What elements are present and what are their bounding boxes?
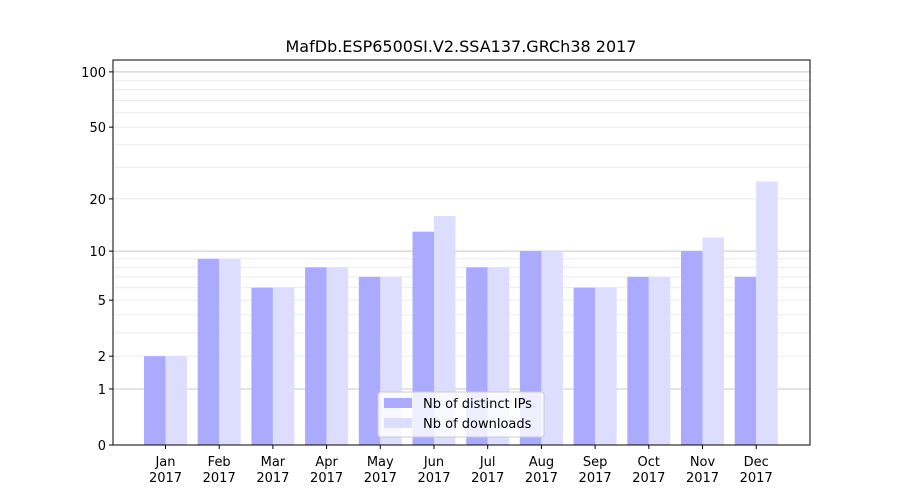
bar-downloads (326, 267, 349, 445)
x-tick-label: Jul 2017 (471, 455, 504, 486)
x-tick-label: Apr 2017 (310, 455, 343, 486)
legend-label: Nb of distinct IPs (423, 397, 532, 412)
y-axis: 0 1 2 5 10 20 50 100 (81, 66, 113, 454)
bar-downloads (434, 215, 456, 445)
bar-downloads (595, 287, 617, 445)
legend: Nb of distinct IPs Nb of downloads (377, 391, 545, 438)
bar-distinct-ips (573, 287, 596, 445)
y-tick-label: 100 (81, 66, 106, 81)
y-tick-label: 10 (89, 245, 106, 260)
bar-downloads (272, 287, 295, 445)
bar-downloads (756, 181, 778, 445)
bar-distinct-ips (197, 258, 220, 445)
bar-downloads (219, 258, 241, 445)
x-tick-label: Jun 2017 (417, 455, 450, 486)
x-tick-label: Feb 2017 (203, 455, 236, 486)
legend-swatch (384, 398, 412, 408)
y-tick-label: 2 (98, 350, 106, 365)
y-tick-label: 20 (89, 193, 106, 208)
bar-distinct-ips (627, 276, 649, 445)
x-tick-label: Sep 2017 (579, 455, 612, 486)
bar-downloads (165, 356, 187, 445)
plot-frame (112, 59, 811, 446)
x-axis: Jan 2017 Feb 2017 Mar 2017 Apr 2017 May 2017 Jun 20… (149, 445, 773, 486)
x-tick-label: Jan 2017 (149, 455, 182, 486)
legend-swatch (384, 418, 412, 428)
x-tick-label: Nov 2017 (686, 455, 719, 486)
y-tick-label: 1 (98, 383, 106, 398)
bars (144, 181, 778, 445)
x-tick-label: Dec 2017 (740, 455, 773, 486)
x-tick-label: Aug 2017 (525, 455, 558, 486)
bar-distinct-ips (358, 276, 381, 445)
bar-distinct-ips (681, 251, 703, 445)
chart-title: MafDb.ESP6500SI.V2.SSA137.GRCh38 2017 (286, 37, 637, 56)
x-tick-label: Oct 2017 (632, 455, 665, 486)
bar-downloads (541, 251, 563, 445)
bar-distinct-ips (251, 287, 273, 445)
y-tick-label: 50 (89, 121, 106, 136)
legend-label: Nb of downloads (423, 417, 532, 432)
bar-downloads (702, 237, 724, 445)
bar-distinct-ips (734, 276, 757, 445)
bar-distinct-ips (144, 356, 166, 445)
x-tick-label: Mar 2017 (256, 455, 289, 486)
y-tick-label: 5 (98, 294, 106, 309)
y-tick-label: 0 (98, 439, 106, 454)
bar-downloads (648, 276, 671, 445)
x-tick-label: May 2017 (364, 455, 397, 486)
bar-distinct-ips (305, 267, 327, 445)
